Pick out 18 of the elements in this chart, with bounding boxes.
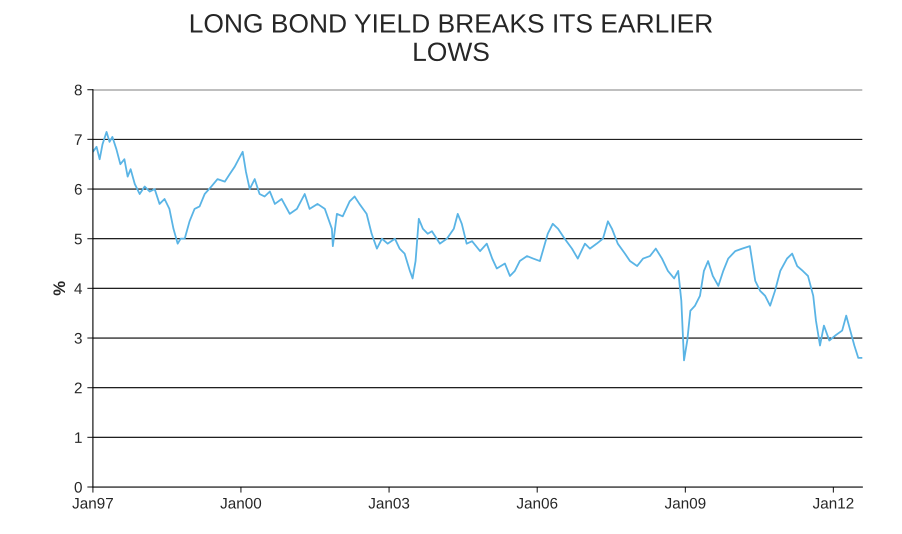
x-tick-label: Jan00	[220, 498, 262, 509]
line-series	[92, 131, 862, 362]
y-tick-label: 7	[74, 134, 82, 145]
y-tick-label: 3	[74, 332, 82, 344]
chart-title: LONG BOND YIELD BREAKS ITS EARLIER LOWS	[190, 14, 712, 62]
x-tick-label: Jan09	[664, 498, 706, 509]
y-tick-label: 0	[74, 482, 82, 493]
y-tick-label: 4	[74, 283, 82, 294]
x-tick-label: Jan12	[812, 498, 854, 509]
y-axis-title: %	[53, 281, 66, 296]
y-tick-label: 2	[74, 382, 82, 394]
y-tick-label: 6	[74, 184, 82, 195]
x-tick-label: Jan06	[516, 498, 558, 509]
x-tick-label: Jan03	[368, 498, 410, 509]
x-tick-label: Jan97	[72, 498, 113, 509]
y-tick-label: 8	[74, 84, 82, 96]
y-tick-label: 5	[74, 234, 82, 244]
y-tick-label: 1	[75, 432, 82, 443]
